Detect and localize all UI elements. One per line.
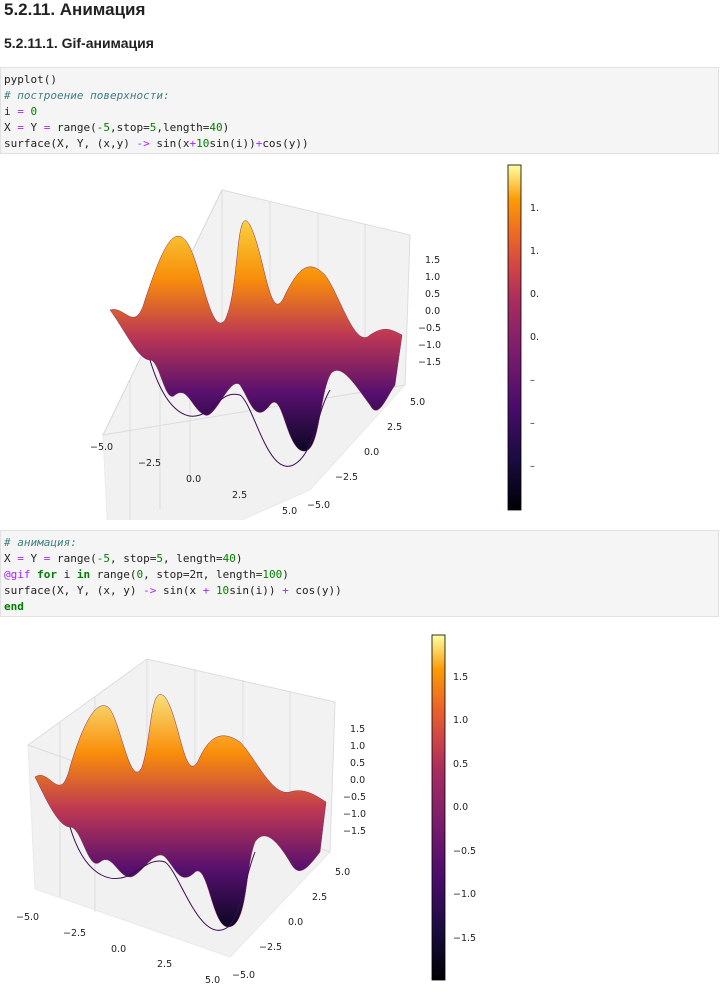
z-tick: −0.5 xyxy=(418,323,441,334)
x-axis-ticks: −5.0 −2.5 0.0 2.5 5.0 xyxy=(90,442,297,517)
x-tick: 0.0 xyxy=(186,474,201,485)
code-line: surface(X, Y, (x,y) -> sin(x+10sin(i))+c… xyxy=(4,137,309,150)
z-tick: 1.5 xyxy=(425,255,440,266)
z-tick: 0.5 xyxy=(350,758,365,769)
colorbar-ticks: 1. 1. 0. 0. – – – xyxy=(530,203,539,472)
z-tick: −0.5 xyxy=(343,792,366,803)
colorbar-tick: 1.0 xyxy=(453,715,468,726)
z-axis-ticks: 1.5 1.0 0.5 0.0 −0.5 −1.0 −1.5 xyxy=(343,724,366,837)
x-axis-ticks: −5.0 −2.5 0.0 2.5 5.0 xyxy=(16,912,220,986)
colorbar-tick: −1.0 xyxy=(453,889,476,900)
z-tick: 1.0 xyxy=(425,272,440,283)
code-cell-1[interactable]: pyplot() # построение поверхности: i = 0 X … xyxy=(0,67,719,154)
y-tick: −2.5 xyxy=(335,472,358,483)
z-tick: 0.5 xyxy=(425,289,440,300)
surface-plot-1: 1.5 1.0 0.5 0.0 −0.5 −1.0 −1.5 5.0 2.5 0… xyxy=(90,164,539,520)
subsection-heading: 5.2.11.1. Gif-анимация xyxy=(4,35,154,51)
x-tick: −2.5 xyxy=(63,928,86,939)
colorbar-tick: – xyxy=(530,461,535,472)
colorbar-tick: 0.0 xyxy=(453,802,468,813)
y-tick: −5.0 xyxy=(232,970,255,981)
x-tick: −5.0 xyxy=(90,442,113,453)
x-tick: 5.0 xyxy=(205,975,220,986)
code-line: @gif for i in range(0, stop=2π, length=1… xyxy=(4,568,289,581)
code-line: surface(X, Y, (x, y) -> sin(x + 10sin(i)… xyxy=(4,584,342,597)
x-tick: 0.0 xyxy=(111,944,126,955)
y-tick: 5.0 xyxy=(410,397,425,408)
colorbar-tick: 0.5 xyxy=(453,759,468,770)
code-line: X = Y = range(-5, stop=5, length=40) xyxy=(4,552,243,565)
colorbar-tick: – xyxy=(530,375,535,386)
section-heading: 5.2.11. Анимация xyxy=(4,0,146,19)
y-tick: −5.0 xyxy=(307,500,330,511)
code-line: i = 0 xyxy=(4,105,38,118)
code-line: # анимация: xyxy=(4,536,77,549)
x-tick: −5.0 xyxy=(16,912,39,923)
code-line: end xyxy=(4,600,24,613)
colorbar-tick: −1.5 xyxy=(453,933,476,944)
colorbar-tick: – xyxy=(530,418,535,429)
z-tick: −1.0 xyxy=(343,809,366,820)
y-axis-ticks: 5.0 2.5 0.0 −2.5 −5.0 xyxy=(232,867,350,981)
x-tick: 5.0 xyxy=(282,506,297,517)
z-tick: 0.0 xyxy=(350,775,365,786)
x-tick: 2.5 xyxy=(232,490,247,501)
y-axis-ticks: 5.0 2.5 0.0 −2.5 −5.0 xyxy=(307,397,425,511)
colorbar xyxy=(431,634,446,981)
colorbar-tick: 1.5 xyxy=(453,672,468,683)
y-tick: 5.0 xyxy=(335,867,350,878)
z-tick: 0.0 xyxy=(425,306,440,317)
code-line: pyplot() xyxy=(4,73,57,86)
z-tick: −1.0 xyxy=(418,340,441,351)
surface-plot-2: 1.5 1.0 0.5 0.0 −0.5 −1.0 −1.5 5.0 2.5 0… xyxy=(16,634,476,986)
colorbar-tick: 1. xyxy=(530,203,539,214)
colorbar-tick: 0. xyxy=(530,289,539,300)
z-tick: −1.5 xyxy=(343,826,366,837)
z-tick: −1.5 xyxy=(418,357,441,368)
colorbar-tick: −0.5 xyxy=(453,846,476,857)
colorbar-ticks: 1.5 1.0 0.5 0.0 −0.5 −1.0 −1.5 xyxy=(453,672,476,944)
code-cell-2[interactable]: # анимация: X = Y = range(-5, stop=5, len… xyxy=(0,530,719,617)
code-line: # построение поверхности: xyxy=(4,89,170,102)
z-tick: 1.5 xyxy=(350,724,365,735)
y-tick: 0.0 xyxy=(364,447,379,458)
colorbar-tick: 0. xyxy=(530,332,539,343)
z-tick: 1.0 xyxy=(350,741,365,752)
code-line: X = Y = range(-5,stop=5,length=40) xyxy=(4,121,230,134)
y-tick: 2.5 xyxy=(387,422,402,433)
colorbar xyxy=(507,164,522,511)
x-tick: −2.5 xyxy=(138,458,161,469)
y-tick: 2.5 xyxy=(312,892,327,903)
x-tick: 2.5 xyxy=(157,959,172,970)
colorbar-tick: 1. xyxy=(530,246,539,257)
z-axis-ticks: 1.5 1.0 0.5 0.0 −0.5 −1.0 −1.5 xyxy=(418,255,441,368)
y-tick: −2.5 xyxy=(259,942,282,953)
y-tick: 0.0 xyxy=(288,917,303,928)
